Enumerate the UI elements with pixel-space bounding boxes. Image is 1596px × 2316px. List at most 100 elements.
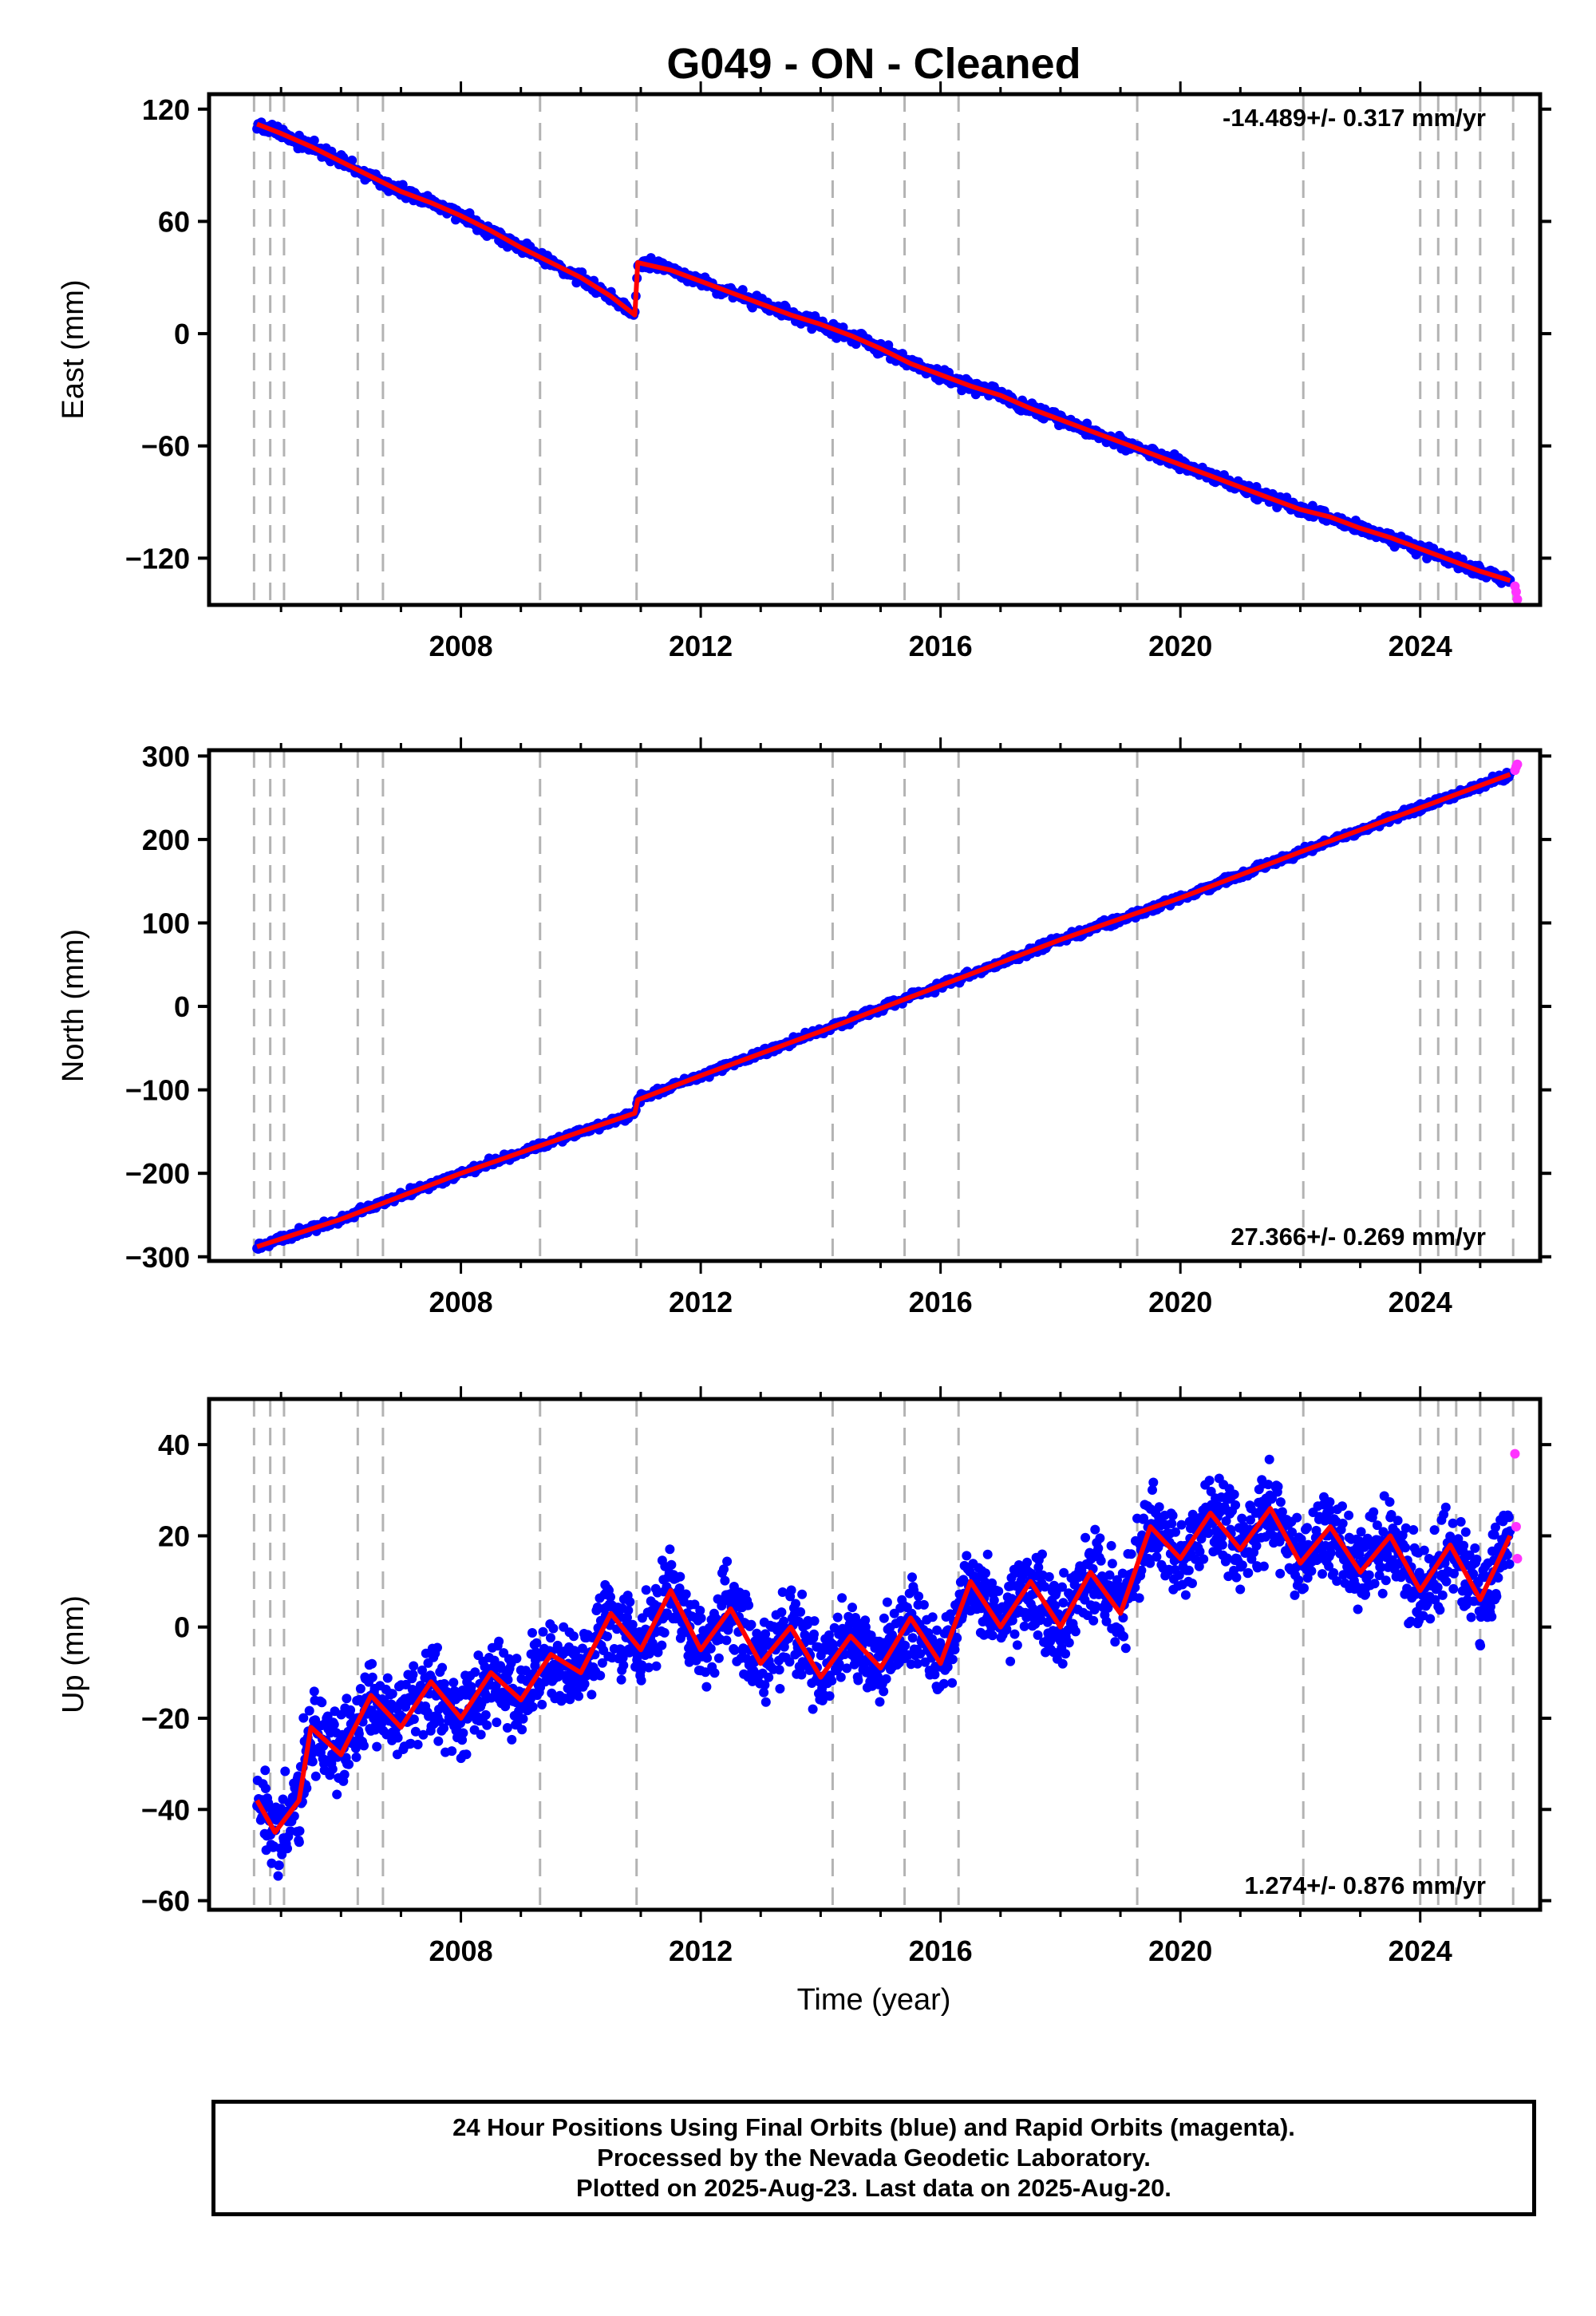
data-point	[760, 1680, 770, 1690]
rapid-data-point	[1511, 1522, 1521, 1531]
data-point	[1057, 1658, 1068, 1669]
data-point	[774, 1665, 784, 1675]
data-point	[548, 1623, 559, 1634]
data-point	[351, 1752, 361, 1762]
data-point	[1148, 1477, 1159, 1488]
data-point	[1425, 1614, 1436, 1624]
data-point	[1101, 1616, 1112, 1626]
data-point	[298, 1713, 309, 1723]
data-point	[507, 1734, 517, 1745]
data-point	[912, 1658, 922, 1669]
data-point	[466, 1682, 476, 1692]
data-point	[476, 1729, 486, 1740]
rapid-data-point	[1512, 759, 1523, 769]
data-point	[644, 1662, 654, 1673]
data-point	[702, 1653, 713, 1663]
data-point	[1468, 1569, 1479, 1579]
final-orbit-points	[252, 1454, 1515, 1881]
data-point	[1195, 1547, 1205, 1557]
data-point	[344, 1759, 354, 1769]
data-point	[1064, 1638, 1074, 1648]
x-tick-label: 2020	[1148, 1935, 1212, 1967]
data-point	[1082, 418, 1092, 429]
data-point	[409, 1661, 419, 1671]
data-point	[1393, 1516, 1403, 1526]
data-point	[659, 1627, 670, 1638]
data-point	[982, 1549, 993, 1559]
data-point	[1171, 1527, 1180, 1537]
data-point	[1299, 1583, 1309, 1593]
y-tick-label: 120	[142, 93, 190, 126]
data-point	[393, 1733, 403, 1743]
data-point	[1093, 1543, 1104, 1554]
data-point	[1243, 1567, 1254, 1578]
data-point	[372, 1741, 382, 1752]
y-tick-label: 200	[142, 824, 190, 856]
data-point	[809, 1629, 819, 1639]
data-point	[760, 1629, 771, 1639]
data-point	[434, 1716, 444, 1726]
data-point	[836, 1672, 846, 1682]
data-point	[665, 1544, 675, 1555]
data-point	[1104, 1570, 1115, 1580]
data-point	[842, 1663, 852, 1674]
x-tick-label: 2020	[1148, 630, 1212, 662]
data-point	[1419, 1545, 1429, 1555]
data-point	[309, 1686, 319, 1697]
data-point	[1306, 1566, 1317, 1576]
data-point	[737, 285, 748, 295]
data-point	[744, 1600, 754, 1611]
plot-frame	[207, 92, 1543, 607]
data-point	[696, 1613, 706, 1623]
data-point	[879, 1686, 889, 1697]
data-point	[282, 1844, 292, 1854]
data-point	[622, 1612, 632, 1622]
data-point	[1274, 1536, 1285, 1547]
data-point	[1152, 1551, 1162, 1562]
data-point	[280, 1766, 290, 1777]
data-point	[482, 1720, 492, 1730]
data-point	[1203, 1528, 1214, 1539]
x-tick-label: 2016	[909, 1935, 973, 1967]
data-point	[1246, 1515, 1255, 1525]
data-point	[636, 1675, 646, 1686]
data-point	[1485, 1602, 1495, 1612]
data-point	[775, 1684, 785, 1694]
data-point	[1361, 1589, 1371, 1599]
data-point	[1154, 1502, 1164, 1512]
data-point	[832, 333, 842, 343]
data-point	[952, 1633, 962, 1643]
data-point	[1044, 1571, 1054, 1582]
y-axis-label: Up (mm)	[57, 1595, 90, 1713]
y-tick-label: 100	[142, 907, 190, 939]
rapid-data-point	[1511, 587, 1521, 597]
data-point	[448, 1678, 459, 1688]
data-point	[918, 1599, 929, 1610]
data-point	[1080, 1532, 1091, 1543]
model-line	[255, 1506, 1513, 1835]
data-point	[1090, 1524, 1100, 1535]
data-point	[531, 1638, 542, 1648]
data-point	[1012, 1640, 1022, 1650]
x-axis-label: Time (year)	[797, 1983, 951, 2017]
data-point	[764, 1672, 774, 1682]
data-point	[1437, 1590, 1448, 1600]
footer-line-1: 24 Hour Positions Using Final Orbits (bl…	[452, 2113, 1295, 2141]
data-point	[537, 1699, 547, 1709]
data-point	[1290, 1590, 1300, 1600]
data-point	[962, 1551, 972, 1561]
x-tick-label: 2024	[1389, 1935, 1452, 1967]
data-point	[342, 1694, 352, 1704]
data-point	[709, 1668, 720, 1678]
data-point	[1378, 1527, 1389, 1537]
data-point	[587, 1690, 597, 1700]
data-point	[623, 1605, 634, 1615]
data-point	[260, 1765, 271, 1776]
data-point	[346, 1705, 356, 1715]
y-tick-label: −60	[141, 1885, 190, 1918]
data-point	[602, 1631, 612, 1642]
data-point	[1491, 1522, 1500, 1532]
data-point	[947, 1654, 958, 1665]
y-tick-label: −200	[125, 1157, 190, 1190]
data-point	[491, 1681, 501, 1691]
